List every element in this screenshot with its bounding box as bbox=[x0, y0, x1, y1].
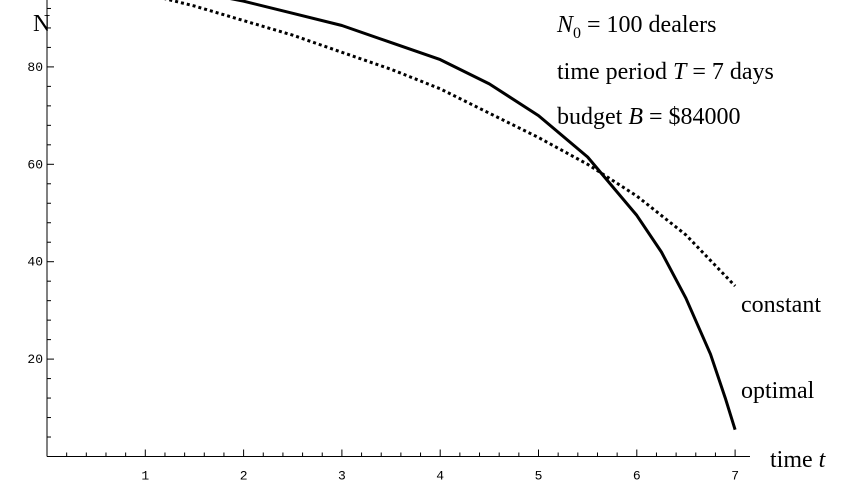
y-axis-label: N bbox=[33, 11, 50, 37]
series-label-optimal: optimal bbox=[741, 378, 815, 404]
x-tick-label: 1 bbox=[141, 469, 149, 484]
y-tick-label: 80 bbox=[27, 60, 43, 75]
annotation-dealers: N0 = 100 dealers bbox=[556, 12, 717, 42]
axes-layer: 123456720406080100 bbox=[27, 0, 750, 484]
y-tick-label: 40 bbox=[27, 255, 43, 270]
annotation-time-period: time period T = 7 days bbox=[557, 59, 774, 85]
x-tick-label: 3 bbox=[338, 469, 346, 484]
series-layer bbox=[164, 0, 737, 431]
x-tick-label: 6 bbox=[633, 469, 641, 484]
annotation-budget: budget B = $84000 bbox=[557, 104, 741, 130]
y-tick-label: 60 bbox=[27, 157, 43, 172]
x-tick-label: 7 bbox=[731, 469, 739, 484]
series-line-optimal bbox=[229, 0, 737, 431]
series-label-constant: constant bbox=[741, 292, 821, 318]
x-tick-label: 2 bbox=[240, 469, 248, 484]
x-tick-label: 4 bbox=[436, 469, 444, 484]
x-axis-label: time t bbox=[770, 447, 827, 473]
y-tick-label: 20 bbox=[27, 352, 43, 367]
x-tick-label: 5 bbox=[535, 469, 543, 484]
